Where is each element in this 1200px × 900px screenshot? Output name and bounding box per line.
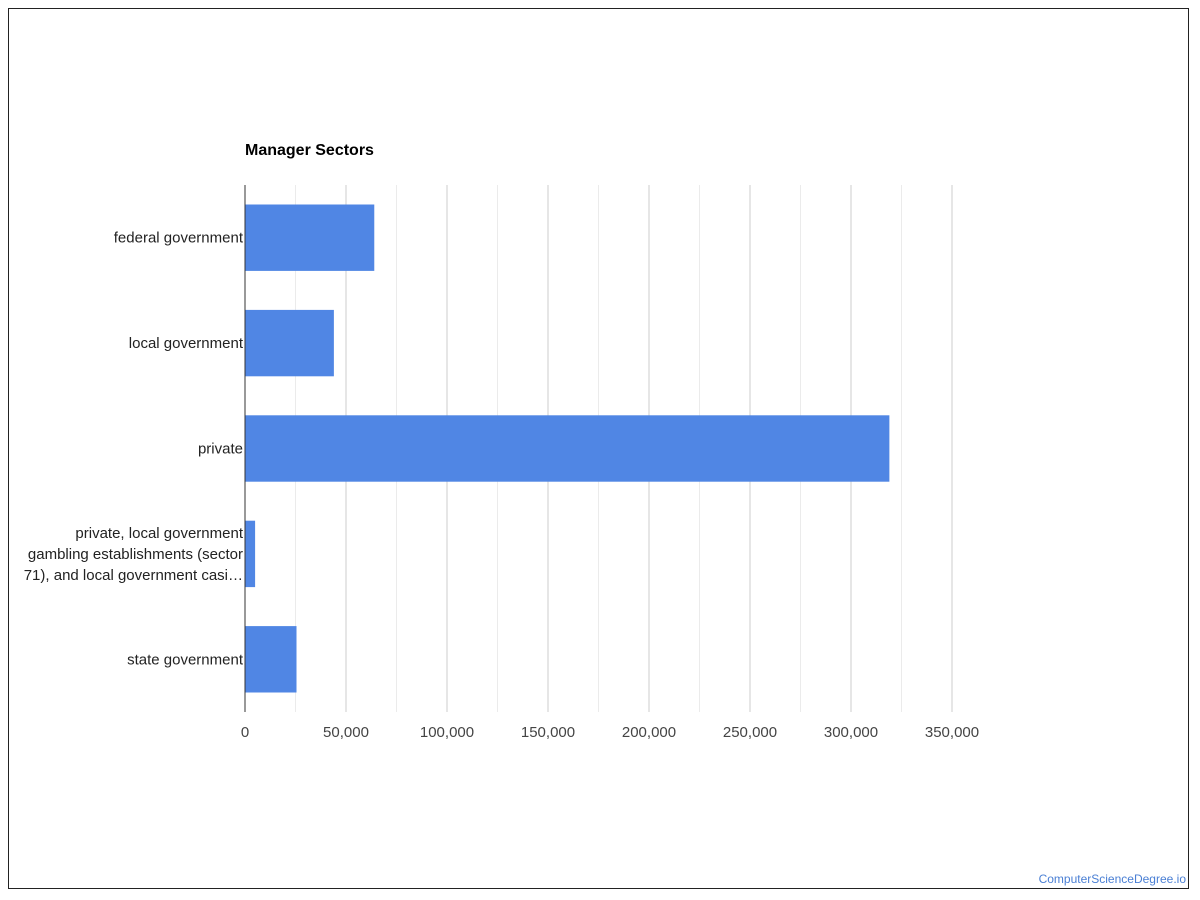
y-category-label: federal government — [114, 230, 244, 247]
bar — [245, 204, 375, 271]
x-tick-label: 50,000 — [323, 724, 369, 741]
x-tick-label: 350,000 — [925, 724, 979, 741]
x-tick-label: 100,000 — [420, 724, 474, 741]
y-category-label: private, local government — [75, 525, 243, 542]
bar — [245, 520, 256, 588]
y-category-label: 71), and local government casi… — [24, 567, 243, 584]
y-category-label: gambling establishments (sector — [28, 546, 243, 563]
y-category-label: local government — [129, 335, 244, 352]
x-tick-label: 300,000 — [824, 724, 878, 741]
x-tick-label: 150,000 — [521, 724, 575, 741]
x-tick-label: 250,000 — [723, 724, 777, 741]
bar — [245, 626, 297, 693]
chart-title: Manager Sectors — [245, 142, 374, 159]
bar — [245, 415, 890, 482]
x-tick-label: 0 — [241, 724, 249, 741]
watermark: ComputerScienceDegree.io — [1038, 872, 1186, 886]
y-category-label: private — [198, 441, 243, 458]
y-category-label: state government — [127, 651, 244, 668]
x-tick-label: 200,000 — [622, 724, 676, 741]
bar — [245, 309, 334, 377]
